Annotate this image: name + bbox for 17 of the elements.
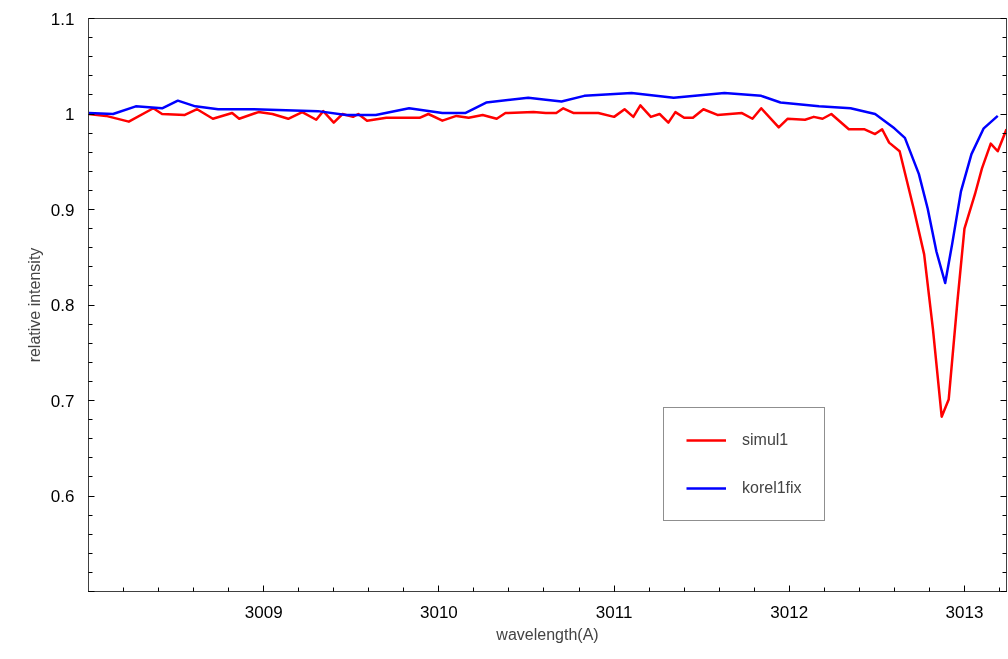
y-tick-label: 0.7 (50, 391, 75, 411)
line-series (88, 104, 1007, 418)
legend-label: korel1fix (742, 479, 802, 497)
x-tick-label: 3011 (595, 602, 633, 622)
y-tick-label: 0.8 (50, 296, 75, 315)
y-tick-label: 1 (65, 105, 75, 124)
x-tick-label: 3013 (945, 602, 984, 622)
x-tick-label: 3010 (419, 602, 458, 622)
x-tick-label: 3012 (770, 602, 809, 622)
line-series (88, 91, 999, 285)
legend-label: simul1 (742, 431, 789, 449)
y-tick-label: 0.9 (50, 200, 75, 220)
x-tick-label: 3009 (244, 602, 283, 622)
y-axis-title: relative intensity (25, 247, 43, 363)
y-tick-label: 1.1 (50, 9, 75, 29)
y-tick-label: 0.6 (50, 487, 75, 506)
x-axis-title: wavelength(A) (495, 625, 599, 643)
